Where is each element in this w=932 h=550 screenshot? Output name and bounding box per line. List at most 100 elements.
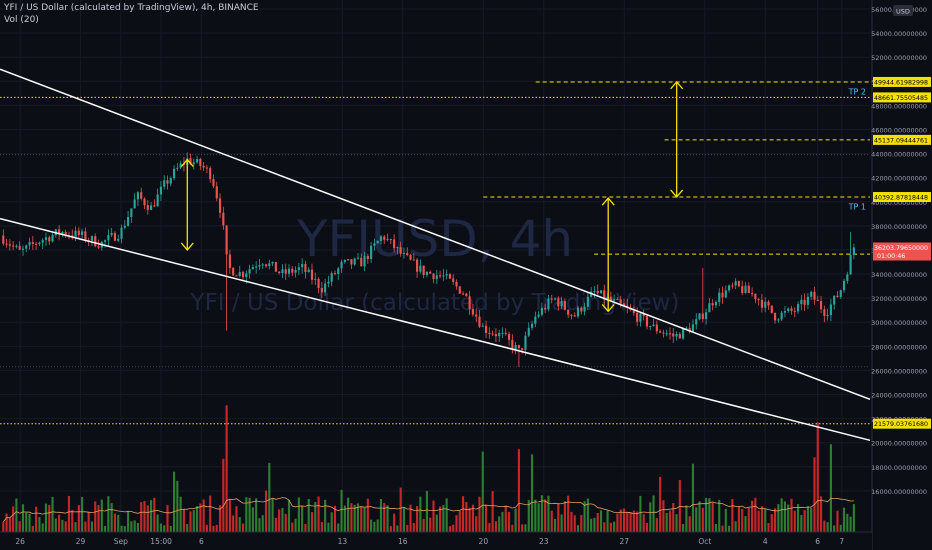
volume-bar xyxy=(310,512,314,532)
candle-body xyxy=(668,333,672,335)
volume-bar xyxy=(471,504,474,532)
candle-body xyxy=(659,331,662,333)
volume-bar xyxy=(540,495,543,532)
price-axis[interactable]: 56000.0000000054000.0000000052000.000000… xyxy=(871,0,932,550)
volume-bar xyxy=(406,525,409,532)
volume-bar xyxy=(215,524,218,532)
volume-bar xyxy=(498,516,501,532)
candle-body xyxy=(51,235,54,242)
volume-bar xyxy=(383,503,386,532)
volume-bar xyxy=(327,522,330,532)
price-tick-label: 18000.00000000 xyxy=(871,464,927,472)
price-tick-label: 20000.00000000 xyxy=(871,440,927,448)
volume-bar xyxy=(452,524,455,532)
candle-body xyxy=(580,307,583,312)
volume-bar xyxy=(760,506,763,532)
candle-body xyxy=(159,186,162,195)
volume-bar xyxy=(609,522,612,532)
candle-body xyxy=(534,316,537,324)
volume-bar xyxy=(304,524,307,532)
candle-body xyxy=(77,230,80,236)
candle-body xyxy=(44,237,48,241)
volume-bar xyxy=(74,522,77,532)
candle-body xyxy=(199,158,202,166)
candle-body xyxy=(458,286,461,294)
volume-bars xyxy=(2,405,855,532)
volume-bar xyxy=(747,508,750,532)
volume-bar xyxy=(517,449,520,532)
trend-lines xyxy=(0,68,871,442)
volume-bar xyxy=(783,501,786,532)
level-price-label: 40392.87818448 xyxy=(874,195,928,202)
volume-bar xyxy=(737,506,741,532)
candle-body xyxy=(123,225,126,228)
candle-body xyxy=(737,281,741,287)
candle-body xyxy=(823,309,826,317)
candle-body xyxy=(343,260,346,262)
volume-bar xyxy=(238,517,241,532)
candle-body xyxy=(813,291,816,300)
volume-bar xyxy=(465,502,468,532)
volume-bar xyxy=(402,507,406,532)
arrow-head xyxy=(601,303,615,313)
time-axis[interactable]: 26 29 Sep 15:00 6 13 16 20 23 27 Oct 4 6 7 xyxy=(0,531,872,550)
volume-bar xyxy=(553,518,557,532)
volume-bar xyxy=(199,503,202,532)
candle-body xyxy=(491,333,494,335)
candle-body xyxy=(619,299,622,304)
volume-bar xyxy=(393,513,396,532)
candle-body xyxy=(583,306,586,312)
candle-body xyxy=(350,259,353,265)
candle-body xyxy=(396,247,399,249)
price-tick-label: 38000.00000000 xyxy=(871,223,927,231)
candle-body xyxy=(567,309,570,315)
candle-body xyxy=(307,269,310,273)
volume-bar xyxy=(787,504,790,532)
candle-body xyxy=(622,303,626,306)
candle-body xyxy=(225,225,228,255)
candle-body xyxy=(373,243,376,246)
candle-body xyxy=(2,235,5,244)
candle-body xyxy=(754,293,757,300)
candle-body xyxy=(672,333,675,337)
volume-bar xyxy=(297,497,300,532)
volume-bar xyxy=(613,521,616,532)
candle-body xyxy=(478,316,481,327)
candle-body xyxy=(445,274,448,276)
volume-bar xyxy=(235,506,238,532)
volume-bar xyxy=(494,521,497,532)
candle-body xyxy=(586,296,589,307)
volume-bar xyxy=(28,513,31,532)
candle-body xyxy=(511,339,514,349)
volume-bar xyxy=(343,505,346,532)
candle-body xyxy=(439,275,442,277)
candle-body xyxy=(507,333,511,340)
volume-bar xyxy=(570,511,573,532)
candle-body xyxy=(764,301,767,308)
volume-bar xyxy=(642,514,645,532)
candle-body xyxy=(803,299,806,305)
candle-body xyxy=(356,257,360,259)
candle-body xyxy=(645,316,649,327)
candle-body xyxy=(796,304,800,312)
tp-label: TP 2 xyxy=(848,88,866,97)
volume-bar xyxy=(412,523,415,532)
time-tick-label: Oct xyxy=(698,537,711,546)
candle-body xyxy=(708,303,711,313)
candle-body xyxy=(652,324,655,327)
volume-bar xyxy=(462,496,465,532)
volume-bar xyxy=(373,521,376,532)
candle-body xyxy=(28,242,31,246)
volume-bar xyxy=(324,499,327,532)
candle-body xyxy=(353,258,356,265)
candle-body xyxy=(90,236,94,241)
candle-body xyxy=(130,208,133,217)
price-tick-label: 34000.00000000 xyxy=(871,271,927,279)
candle-body xyxy=(301,263,304,268)
volume-bar xyxy=(596,513,599,532)
time-tick-label: 6 xyxy=(815,537,820,546)
arrow-head xyxy=(180,158,194,168)
candle-body xyxy=(777,319,780,321)
candle-body xyxy=(819,301,823,310)
